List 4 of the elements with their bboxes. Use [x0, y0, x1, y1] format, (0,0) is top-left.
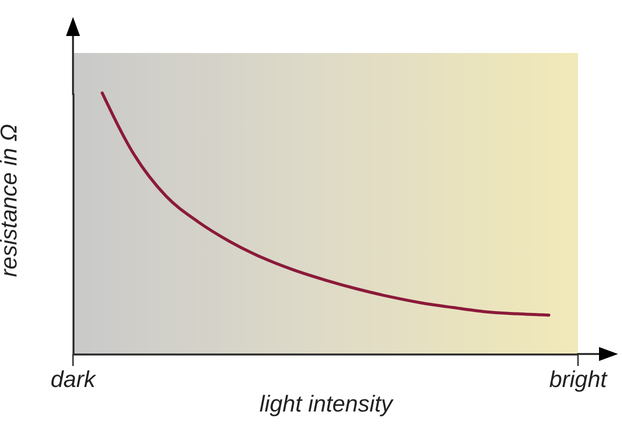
x-axis-title: light intensity — [260, 390, 394, 416]
text: bright — [549, 366, 608, 392]
text: dark — [50, 366, 97, 392]
y-axis-title: resistance in Ω — [0, 124, 22, 278]
